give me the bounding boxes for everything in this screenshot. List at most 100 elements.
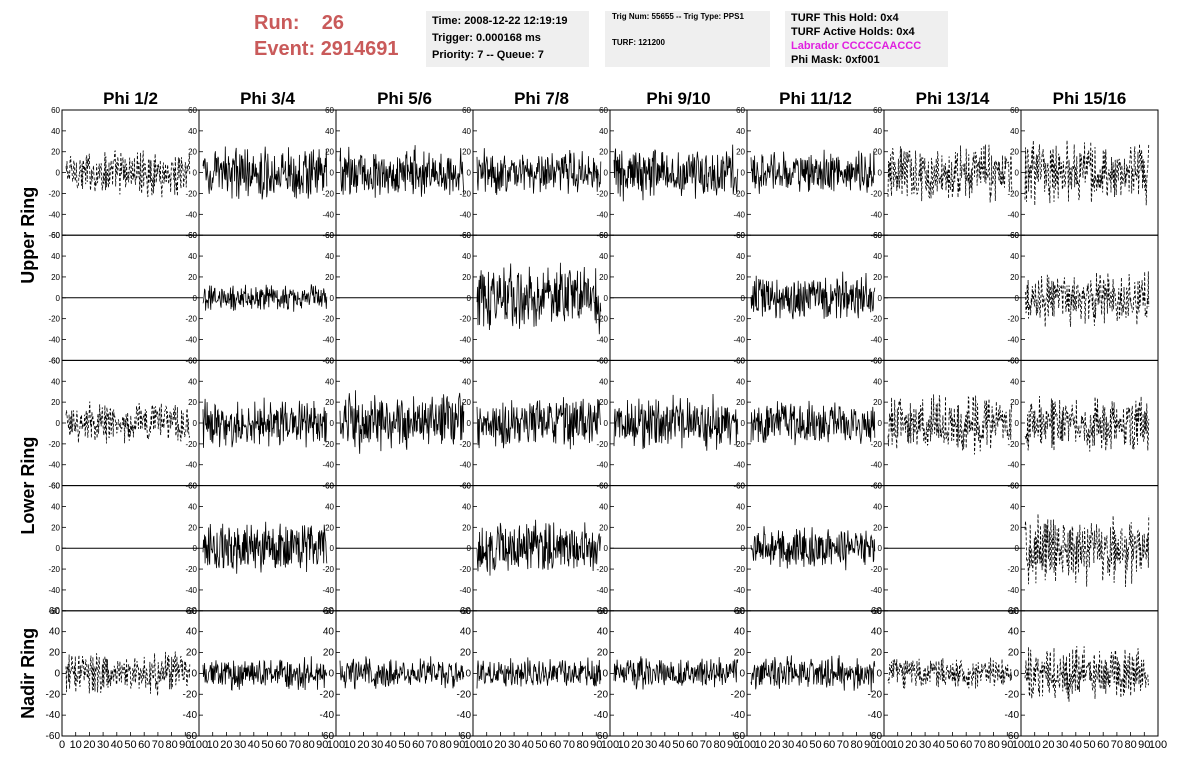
y-tick-label: 60 bbox=[462, 106, 471, 115]
y-tick-label: -40 bbox=[596, 336, 608, 345]
y-tick-label: -20 bbox=[594, 689, 609, 700]
y-tick-label: -20 bbox=[459, 189, 471, 198]
column-title: Phi 3/4 bbox=[240, 89, 295, 108]
y-tick-label: -20 bbox=[459, 440, 471, 449]
x-tick-label: 50 bbox=[535, 739, 547, 751]
y-tick-label: 20 bbox=[188, 398, 197, 407]
column-title: Phi 13/14 bbox=[916, 89, 990, 108]
y-tick-label: -60 bbox=[870, 231, 882, 240]
y-tick-label: 20 bbox=[462, 523, 471, 532]
x-tick-label: 20 bbox=[1042, 739, 1054, 751]
y-tick-label: -40 bbox=[46, 710, 61, 721]
y-tick-label: -40 bbox=[322, 210, 334, 219]
y-tick-label: 40 bbox=[736, 377, 745, 386]
waveform-trace bbox=[202, 397, 328, 448]
y-tick-label: -40 bbox=[459, 586, 471, 595]
y-tick-label: 20 bbox=[1010, 398, 1019, 407]
x-tick-label: 90 bbox=[590, 739, 602, 751]
y-tick-label: -60 bbox=[185, 607, 197, 616]
x-tick-label: 20 bbox=[83, 739, 95, 751]
y-tick-label: 40 bbox=[51, 252, 60, 261]
x-tick-label: 100 bbox=[327, 739, 345, 751]
x-tick-label: 80 bbox=[302, 739, 314, 751]
y-tick-label: 20 bbox=[599, 148, 608, 157]
y-tick-label: 20 bbox=[873, 523, 882, 532]
y-tick-label: -40 bbox=[870, 336, 882, 345]
y-tick-label: 40 bbox=[188, 127, 197, 136]
y-tick-label: 40 bbox=[462, 502, 471, 511]
y-tick-label: 20 bbox=[1008, 648, 1020, 659]
y-tick-label: -20 bbox=[322, 565, 334, 574]
x-tick-label: 30 bbox=[919, 739, 931, 751]
y-tick-label: -20 bbox=[185, 440, 197, 449]
y-tick-label: 0 bbox=[1015, 544, 1020, 553]
y-tick-label: 60 bbox=[736, 482, 745, 491]
y-tick-label: 40 bbox=[736, 127, 745, 136]
x-tick-label: 70 bbox=[700, 739, 712, 751]
y-tick-label: 20 bbox=[462, 148, 471, 157]
y-tick-label: -20 bbox=[596, 440, 608, 449]
y-tick-label: 0 bbox=[878, 169, 883, 178]
y-tick-label: 40 bbox=[873, 252, 882, 261]
waveform-trace bbox=[613, 393, 739, 451]
trig-num-text: Trig Num: 55655 -- Trig Type: PPS1 bbox=[612, 12, 744, 21]
waveform-trace bbox=[476, 262, 602, 335]
y-tick-label: 0 bbox=[876, 668, 882, 679]
y-tick-label: -40 bbox=[48, 586, 60, 595]
y-tick-label: 60 bbox=[325, 106, 334, 115]
waveform-trace bbox=[887, 144, 1013, 203]
y-tick-label: 20 bbox=[460, 648, 472, 659]
y-tick-label: 20 bbox=[49, 648, 61, 659]
x-tick-label: 80 bbox=[439, 739, 451, 751]
y-tick-label: -40 bbox=[185, 461, 197, 470]
y-tick-label: 0 bbox=[741, 169, 746, 178]
run-label: Run: bbox=[254, 12, 300, 34]
y-tick-label: 40 bbox=[51, 502, 60, 511]
x-tick-label: 30 bbox=[1056, 739, 1068, 751]
y-tick-label: -20 bbox=[733, 565, 745, 574]
y-tick-label: 40 bbox=[325, 377, 334, 386]
y-tick-label: 20 bbox=[51, 523, 60, 532]
y-tick-label: 20 bbox=[873, 148, 882, 157]
y-tick-label: -20 bbox=[870, 315, 882, 324]
run-event-block: Run: 26 Event: 2914691 bbox=[254, 10, 399, 62]
y-tick-label: -40 bbox=[457, 710, 472, 721]
y-tick-label: 20 bbox=[188, 273, 197, 282]
y-tick-label: 0 bbox=[741, 544, 746, 553]
y-tick-label: 40 bbox=[736, 502, 745, 511]
y-tick-label: 60 bbox=[325, 356, 334, 365]
x-tick-label: 80 bbox=[713, 739, 725, 751]
y-tick-label: 60 bbox=[736, 231, 745, 240]
waveform-trace bbox=[1024, 271, 1150, 328]
y-tick-label: -40 bbox=[596, 586, 608, 595]
waveform-trace bbox=[887, 394, 1013, 455]
y-tick-label: -40 bbox=[733, 586, 745, 595]
y-tick-label: -60 bbox=[1007, 231, 1019, 240]
y-tick-label: -40 bbox=[183, 710, 198, 721]
row-label: Upper Ring bbox=[18, 187, 38, 284]
y-tick-label: -40 bbox=[596, 461, 608, 470]
x-tick-label: 100 bbox=[738, 739, 756, 751]
column-title: Phi 9/10 bbox=[646, 89, 710, 108]
x-tick-label: 60 bbox=[412, 739, 424, 751]
labrador-text: Labrador CCCCCAACCC bbox=[791, 40, 922, 52]
y-tick-label: 20 bbox=[325, 398, 334, 407]
waveform-trace bbox=[750, 655, 876, 692]
x-tick-label: 100 bbox=[1012, 739, 1030, 751]
y-tick-label: 40 bbox=[325, 252, 334, 261]
y-tick-label: -60 bbox=[1007, 607, 1019, 616]
x-tick-label: 70 bbox=[289, 739, 301, 751]
y-tick-label: -60 bbox=[183, 731, 198, 742]
y-tick-label: -40 bbox=[596, 210, 608, 219]
x-tick-label: 50 bbox=[1083, 739, 1095, 751]
y-tick-label: 40 bbox=[460, 627, 472, 638]
y-tick-label: 20 bbox=[1010, 273, 1019, 282]
trig-info-box: Trig Num: 55655 -- Trig Type: PPS1 TURF:… bbox=[605, 11, 770, 67]
x-tick-label: 60 bbox=[138, 739, 150, 751]
